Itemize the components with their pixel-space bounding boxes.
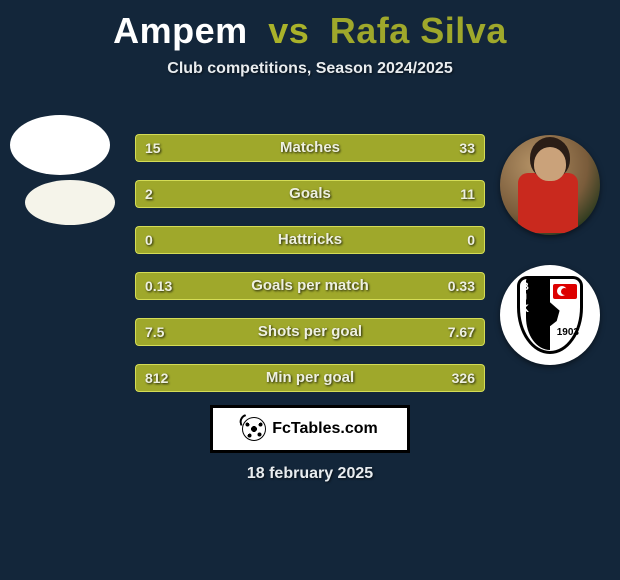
bar-right [233, 272, 485, 300]
stat-row: Hattricks00 [135, 226, 485, 254]
vs-label: vs [268, 10, 309, 51]
bar-left [135, 226, 310, 254]
football-icon [242, 417, 266, 441]
player2-name: Rafa Silva [330, 10, 507, 51]
bar-left [135, 318, 307, 346]
stat-bars: Matches1533 Goals211 Hattricks00 Goals per … [135, 134, 485, 410]
player1-club-placeholder [25, 180, 115, 225]
stat-row: Min per goal812326 [135, 364, 485, 392]
fctables-label: FcTables.com [272, 420, 378, 438]
player1-photo-placeholder [10, 115, 110, 175]
player2-club-crest: B J K 1903 [500, 265, 600, 365]
bar-right [310, 226, 485, 254]
stat-row: Shots per goal7.57.67 [135, 318, 485, 346]
bar-left [135, 272, 233, 300]
comparison-infographic: Ampem vs Rafa Silva Club competitions, S… [0, 10, 620, 580]
player2-photo [500, 135, 600, 235]
fctables-badge: FcTables.com [210, 405, 410, 453]
bar-right [244, 134, 486, 162]
subtitle: Club competitions, Season 2024/2025 [0, 60, 620, 78]
bar-right [384, 364, 486, 392]
stat-row: Goals211 [135, 180, 485, 208]
besiktas-crest-icon: B J K 1903 [517, 276, 583, 354]
bar-left [135, 180, 188, 208]
date-label: 18 february 2025 [0, 465, 620, 483]
player1-name: Ampem [113, 10, 248, 51]
bar-right [188, 180, 486, 208]
page-title: Ampem vs Rafa Silva [0, 10, 620, 52]
bar-right [307, 318, 486, 346]
bar-left [135, 364, 384, 392]
bar-left [135, 134, 244, 162]
crest-letters: B J K [521, 282, 530, 315]
crest-year: 1903 [557, 327, 579, 338]
stat-row: Goals per match0.130.33 [135, 272, 485, 300]
stat-row: Matches1533 [135, 134, 485, 162]
